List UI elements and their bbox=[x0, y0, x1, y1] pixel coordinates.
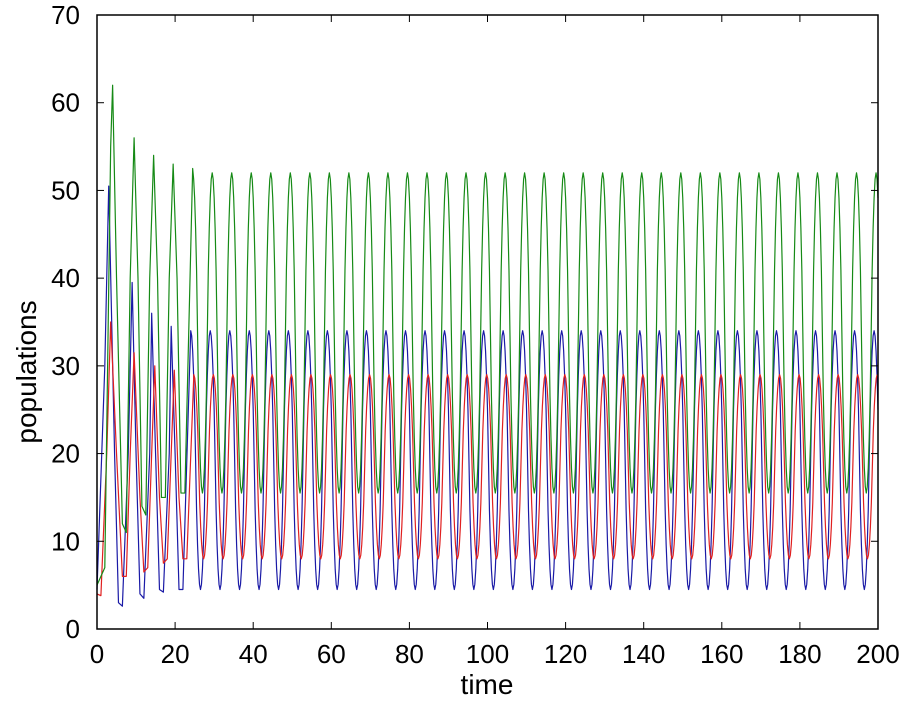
series-layer bbox=[96, 84, 879, 607]
x-tick-label: 140 bbox=[622, 639, 665, 669]
series-line-3 bbox=[96, 84, 879, 586]
x-tick-label: 40 bbox=[239, 639, 268, 669]
x-tick-label: 160 bbox=[700, 639, 743, 669]
y-tick-label: 0 bbox=[66, 614, 80, 644]
y-tick-label: 60 bbox=[51, 88, 80, 118]
x-tick-label: 200 bbox=[856, 639, 899, 669]
y-tick-label: 40 bbox=[51, 263, 80, 293]
x-tick-label: 20 bbox=[161, 639, 190, 669]
series-line-1 bbox=[96, 185, 879, 607]
x-tick-label: 80 bbox=[395, 639, 424, 669]
x-tick-label: 120 bbox=[544, 639, 587, 669]
x-axis-label: time bbox=[461, 669, 514, 700]
y-tick-label: 10 bbox=[51, 526, 80, 556]
x-tick-label: 100 bbox=[466, 639, 509, 669]
x-tick-label: 0 bbox=[90, 639, 104, 669]
plot-area bbox=[97, 15, 878, 629]
series-line-2 bbox=[96, 321, 878, 597]
y-tick-label: 70 bbox=[51, 0, 80, 30]
y-tick-label: 20 bbox=[51, 439, 80, 469]
tick-label-layer: 0 20 40 60 80 100 120 140 160 180 200 0 10 20 30 40 50 60… bbox=[51, 0, 900, 669]
y-tick-label: 50 bbox=[51, 175, 80, 205]
x-tick-label: 60 bbox=[317, 639, 346, 669]
y-tick-label: 30 bbox=[51, 351, 80, 381]
tick-layer bbox=[96, 14, 879, 630]
y-axis-label: populations bbox=[11, 300, 42, 443]
x-tick-label: 180 bbox=[778, 639, 821, 669]
